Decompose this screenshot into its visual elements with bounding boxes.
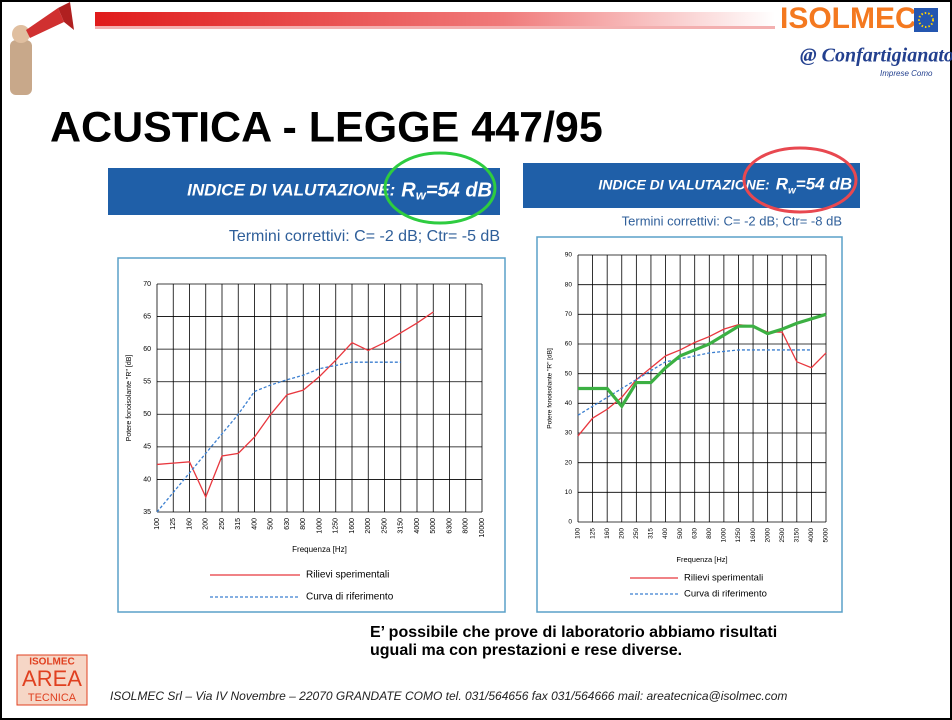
- y-tick-label: 10: [565, 489, 573, 496]
- y-tick-label: 70: [565, 311, 573, 318]
- eu-flag: [914, 8, 938, 32]
- legend-label: Rilievi sperimentali: [684, 573, 763, 584]
- x-tick-label: 8000: [463, 518, 470, 534]
- x-tick-label: 200: [203, 518, 210, 530]
- x-tick-label: 500: [677, 528, 684, 539]
- x-tick-label: 4000: [808, 528, 815, 543]
- x-tick-label: 400: [251, 518, 258, 530]
- partner: @ Confartigianato: [800, 45, 952, 67]
- x-tick-label: 160: [186, 518, 193, 530]
- x-tick-label: 2000: [365, 518, 372, 534]
- page: ISOLMEC @ Confartigianato Imprese Como A…: [0, 0, 952, 720]
- banner-label: INDICE DI VALUTAZIONE:: [187, 181, 395, 200]
- x-tick-label: 1600: [349, 518, 356, 534]
- x-tick-label: 1600: [750, 528, 757, 543]
- x-tick-label: 2500: [381, 518, 388, 534]
- x-tick-label: 100: [154, 518, 161, 530]
- y-tick-label: 70: [143, 281, 151, 288]
- title: ACUSTICA - LEGGE 447/95: [50, 103, 603, 151]
- x-tick-label: 1000: [316, 518, 323, 534]
- y-tick-label: 90: [565, 252, 573, 259]
- header-bar: [95, 12, 775, 26]
- x-tick-label: 125: [589, 528, 596, 539]
- logo: ISOLMEC: [780, 2, 917, 35]
- y-tick-label: 20: [565, 459, 573, 466]
- x-tick-label: 630: [691, 528, 698, 539]
- x-tick-label: 315: [648, 528, 655, 539]
- note-line: uguali ma con prestazioni e rese diverse…: [370, 642, 682, 659]
- y-tick-label: 50: [565, 370, 573, 377]
- legend-label: Curva di riferimento: [684, 589, 767, 600]
- x-tick-label: 400: [662, 528, 669, 539]
- y-tick-label: 55: [143, 379, 151, 386]
- partner-sub: Imprese Como: [880, 69, 933, 78]
- y-tick-label: 60: [143, 346, 151, 353]
- x-tick-label: 3150: [398, 518, 405, 534]
- subtitle: Termini correttivi: C= -2 dB; Ctr= -5 dB: [229, 228, 500, 245]
- header-bar-shadow: [95, 26, 775, 29]
- y-tick-label: 40: [143, 476, 151, 483]
- x-tick-label: 800: [300, 518, 307, 530]
- x-tick-label: 315: [235, 518, 242, 530]
- rating-symbol: R: [401, 180, 416, 202]
- rating-symbol: R: [776, 175, 789, 194]
- y-tick-label: 45: [143, 444, 151, 451]
- y-tick-label: 50: [143, 411, 151, 418]
- y-tick-label: 60: [565, 341, 573, 348]
- y-tick-label: 0: [568, 519, 572, 526]
- y-axis-label: Potere fonoisolante "R" [dB]: [126, 355, 133, 442]
- chart-box: [118, 258, 505, 612]
- x-tick-label: 2500: [779, 528, 786, 543]
- y-tick-label: 30: [565, 430, 573, 437]
- x-tick-label: 100: [575, 528, 582, 539]
- x-tick-label: 160: [604, 528, 611, 539]
- x-tick-label: 500: [268, 518, 275, 530]
- x-tick-label: 125: [170, 518, 177, 530]
- x-tick-label: 1000: [721, 528, 728, 543]
- x-tick-label: 200: [618, 528, 625, 539]
- x-tick-label: 250: [219, 518, 226, 530]
- y-tick-label: 65: [143, 313, 151, 320]
- slide: ISOLMEC @ Confartigianato Imprese Como A…: [0, 0, 952, 720]
- x-axis-label: Frequenza [Hz]: [676, 555, 727, 564]
- x-tick-label: 1250: [333, 518, 340, 534]
- legend-label: Curva di riferimento: [306, 592, 394, 603]
- y-tick-label: 40: [565, 400, 573, 407]
- rating-text: =54 dB: [426, 180, 492, 202]
- x-tick-label: 250: [633, 528, 640, 539]
- x-tick-label: 10000: [479, 518, 486, 538]
- subtitle: Termini correttivi: C= -2 dB; Ctr= -8 dB: [622, 213, 842, 228]
- x-tick-label: 5000: [430, 518, 437, 534]
- footer-text: ISOLMEC Srl – Via IV Novembre – 22070 GR…: [110, 689, 787, 703]
- rating-text: =54 dB: [796, 175, 852, 194]
- x-tick-label: 3150: [794, 528, 801, 543]
- x-tick-label: 4000: [414, 518, 421, 534]
- footer-logo: ISOLMEC AREA TECNICA: [17, 655, 87, 705]
- x-tick-label: 6300: [446, 518, 453, 534]
- note-line: E’ possibile che prove di laboratorio ab…: [370, 624, 777, 641]
- y-tick-label: 35: [143, 509, 151, 516]
- x-tick-label: 630: [284, 518, 291, 530]
- legend-label: Rilievi sperimentali: [306, 570, 389, 581]
- y-tick-label: 80: [565, 281, 573, 288]
- banner-text: INDICE DI VALUTAZIONE:Rw=54 dB: [187, 180, 492, 203]
- x-tick-label: 1250: [735, 528, 742, 543]
- x-tick-label: 5000: [823, 528, 830, 543]
- x-tick-label: 2000: [764, 528, 771, 543]
- x-axis-label: Frequenza [Hz]: [292, 545, 347, 554]
- x-tick-label: 800: [706, 528, 713, 539]
- y-axis-label: Potere fonoisolante "R" [dB]: [547, 348, 554, 429]
- footer-logo-text: AREA: [22, 666, 82, 691]
- footer-logo-text: TECNICA: [28, 692, 77, 704]
